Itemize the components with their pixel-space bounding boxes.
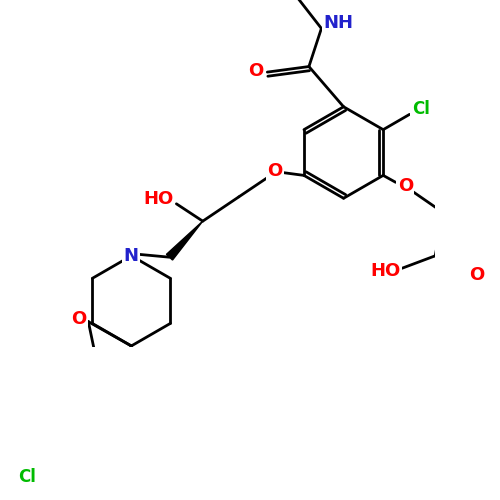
Text: O: O — [398, 178, 413, 196]
Text: NH: NH — [323, 14, 353, 32]
Text: O: O — [267, 162, 282, 180]
Polygon shape — [166, 221, 202, 260]
Text: HO: HO — [370, 262, 400, 280]
Text: N: N — [124, 247, 139, 265]
Text: Cl: Cl — [412, 100, 430, 118]
Text: N: N — [124, 247, 139, 265]
Text: O: O — [469, 266, 484, 284]
Text: Cl: Cl — [18, 468, 36, 485]
Text: O: O — [71, 310, 86, 328]
Text: HO: HO — [144, 190, 174, 208]
Text: O: O — [248, 62, 264, 80]
